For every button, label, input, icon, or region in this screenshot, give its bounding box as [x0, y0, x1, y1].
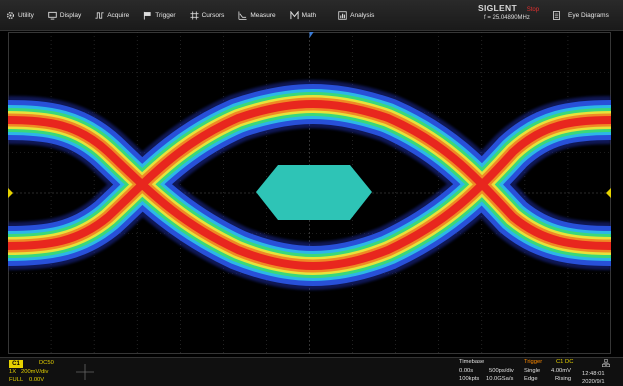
menu-math-label: Math	[301, 11, 317, 19]
system-clock: 12:48:01 2020/9/1	[580, 359, 620, 385]
channel-1-row-bw: FULL 0.00V	[9, 377, 44, 383]
menu-utility[interactable]: Utility	[0, 0, 42, 30]
menu-math[interactable]: Math	[284, 0, 324, 30]
clock-date: 2020/9/1	[582, 379, 605, 385]
gear-icon	[6, 11, 15, 19]
channel-1-scale: 200mV/div	[21, 369, 49, 375]
menu-measure[interactable]: Measure	[232, 0, 283, 30]
menu-trigger-label: Trigger	[155, 11, 176, 19]
trigger-source: C1 DC	[556, 359, 574, 365]
timebase-title: Timebase	[459, 359, 485, 365]
timebase-sample-rate: 10.0GSa/s	[486, 376, 514, 382]
analysis-icon	[338, 10, 347, 20]
menu-display[interactable]: Display	[42, 0, 89, 30]
network-icon	[602, 359, 610, 367]
menu-measure-label: Measure	[250, 11, 276, 19]
eye-mask[interactable]	[256, 165, 372, 220]
channel-1-badge: C1	[9, 360, 23, 368]
add-channel-button[interactable]	[68, 361, 102, 383]
run-status[interactable]: Stop	[526, 7, 540, 13]
measure-icon	[238, 10, 247, 20]
trigger-mode: Single	[524, 368, 541, 374]
cursors-icon	[190, 10, 199, 20]
channel-1-offset: 0.00V	[29, 377, 45, 383]
channel-1-tile[interactable]: C1 DC50 1X 200mV/div FULL 0.00V	[9, 360, 65, 384]
channel-1-bandwidth: FULL	[9, 377, 24, 383]
menu-utility-label: Utility	[18, 11, 34, 19]
document-icon	[553, 10, 560, 20]
waveform-display[interactable]	[8, 32, 611, 354]
channel-1-probe: 1X	[9, 369, 17, 375]
menu-display-label: Display	[59, 11, 82, 19]
clock-time: 12:48:01	[582, 371, 605, 377]
menu-trigger[interactable]: Trigger	[137, 0, 183, 30]
channel-1-row-probe: 1X 200mV/div	[9, 369, 48, 375]
trigger-position-marker[interactable]	[305, 32, 314, 38]
trigger-title: Trigger	[524, 359, 543, 365]
acquire-wave-icon	[95, 11, 104, 19]
frequency-counter: f = 25.04890MHz	[484, 15, 530, 21]
math-icon	[290, 10, 299, 19]
menu-bar: Utility Display Acquire Trigger Cursors …	[0, 0, 623, 31]
menu-acquire[interactable]: Acquire	[89, 0, 137, 30]
menu-analysis-label: Analysis	[350, 11, 375, 19]
eye-diagrams-label: Eye Diagrams	[568, 11, 609, 19]
channel-offset-marker[interactable]	[8, 188, 13, 198]
menu-cursors-label: Cursors	[201, 11, 225, 19]
timebase-scale: 500ps/div	[489, 368, 514, 374]
brand-status: SIGLENT Stop f = 25.04890MHz	[478, 3, 539, 21]
status-bar: C1 DC50 1X 200mV/div FULL 0.00V Timebase…	[0, 357, 623, 386]
channel-1-coupling: DC50	[39, 360, 54, 366]
trigger-level-marker[interactable]	[606, 188, 611, 198]
menu-analysis[interactable]: Analysis	[332, 0, 382, 30]
trigger-level: 4.00mV	[551, 368, 571, 374]
menu-acquire-label: Acquire	[107, 11, 130, 19]
trigger-slope: Rising	[555, 376, 572, 382]
brand-logo: SIGLENT	[478, 3, 517, 13]
trigger-panel[interactable]: Trigger C1 DC Single 4.00mV Edge Rising	[524, 359, 574, 385]
flag-icon	[144, 11, 151, 20]
timebase-panel[interactable]: Timebase 0.00s 500ps/div 100kpts 10.0GSa…	[459, 359, 519, 385]
eye-diagrams-button[interactable]: Eye Diagrams	[545, 0, 623, 30]
timebase-memory: 100kpts	[459, 376, 480, 382]
trigger-type: Edge	[524, 376, 538, 382]
monitor-icon	[48, 11, 57, 20]
timebase-delay: 0.00s	[459, 368, 474, 374]
menu-cursors[interactable]: Cursors	[184, 0, 233, 30]
